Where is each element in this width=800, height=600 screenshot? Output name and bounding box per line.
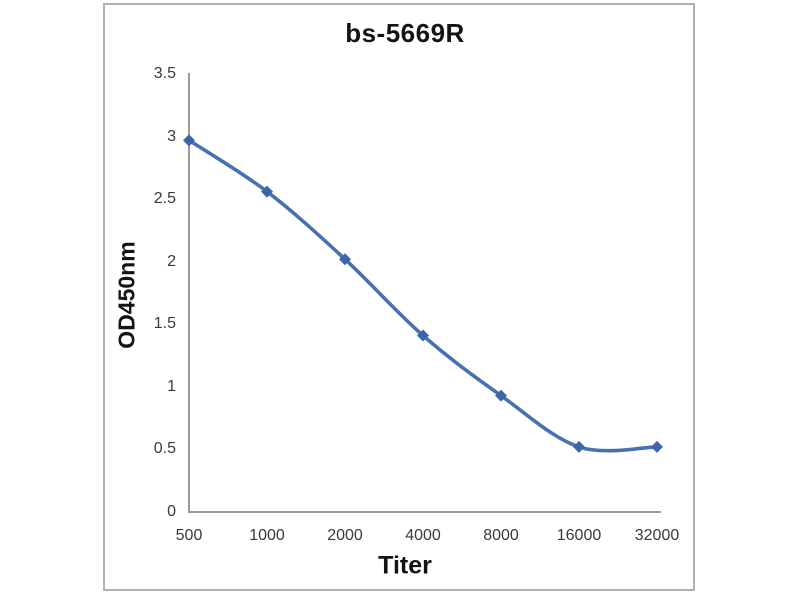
y-tick-label: 0 — [167, 503, 176, 520]
y-tick-label: 3.5 — [153, 65, 176, 82]
data-point-marker — [495, 389, 507, 402]
data-point-marker — [183, 134, 195, 147]
y-tick-label: 2.5 — [153, 190, 176, 208]
chart-frame — [103, 3, 695, 591]
x-tick-label: 2000 — [327, 527, 363, 544]
x-tick-label: 4000 — [405, 527, 441, 544]
y-tick-label: 0.5 — [153, 440, 176, 458]
x-axis-title: Titer — [378, 551, 432, 580]
data-point-marker — [417, 329, 429, 342]
x-tick-label: 1000 — [249, 527, 285, 544]
chart-title: bs-5669R — [345, 18, 465, 48]
y-tick-label: 3 — [167, 127, 176, 145]
y-tick-label: 1.5 — [153, 315, 176, 333]
x-tick-label: 16000 — [556, 527, 602, 544]
series-line — [187, 138, 659, 453]
data-point-marker — [573, 440, 585, 453]
x-tick-label: 32000 — [634, 527, 680, 544]
data-point-marker — [261, 185, 273, 198]
data-point-marker — [651, 440, 663, 453]
y-tick-label: 2 — [167, 252, 176, 270]
data-point-marker — [339, 253, 351, 266]
y-tick-label: 1 — [167, 377, 176, 395]
x-tick-label: 8000 — [483, 527, 519, 544]
x-tick-label: 500 — [175, 527, 203, 544]
